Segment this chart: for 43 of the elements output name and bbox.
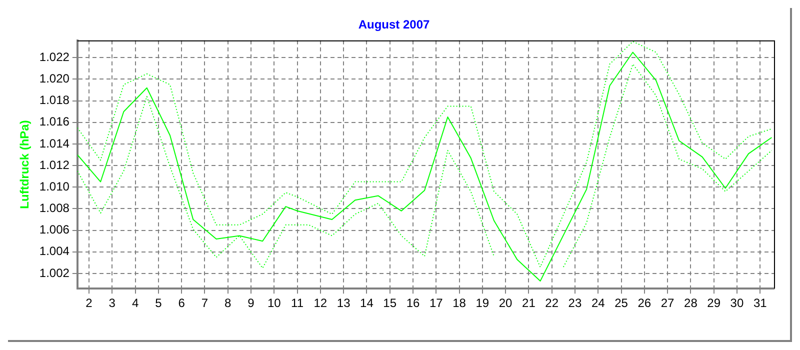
- x-tick-label: 8: [224, 296, 232, 310]
- y-tick-label: 1.002: [39, 266, 70, 280]
- y-tick-label: 1.022: [39, 50, 70, 64]
- x-tick-label: 25: [614, 296, 628, 310]
- x-tick-label: 31: [753, 296, 768, 310]
- x-tick-label: 12: [314, 296, 328, 310]
- x-tick-label: 30: [730, 296, 744, 310]
- x-tick-label: 18: [452, 296, 466, 310]
- x-tick-label: 20: [498, 296, 513, 310]
- x-tick-label: 9: [248, 296, 255, 310]
- x-tick-label: 3: [108, 296, 116, 310]
- x-tick-label: 19: [476, 296, 490, 310]
- x-tick-label: 16: [406, 296, 420, 310]
- y-tick-label: 1.004: [39, 244, 70, 258]
- x-tick-label: 4: [132, 296, 139, 310]
- x-tick-label: 6: [178, 296, 186, 310]
- x-tick-label: 10: [267, 296, 282, 310]
- y-tick-label: 1.008: [39, 201, 70, 216]
- y-tick-label: 1.006: [39, 222, 70, 237]
- y-tick-label: 1.012: [39, 158, 70, 172]
- x-tick-label: 17: [429, 296, 444, 310]
- x-tick-label: 24: [591, 296, 606, 310]
- x-tick-label: 2: [86, 296, 93, 310]
- y-tick-label: 1.014: [39, 136, 70, 150]
- x-tick-label: 23: [568, 296, 582, 310]
- y-tick-label: 1.010: [39, 179, 70, 194]
- x-tick-label: 11: [291, 296, 304, 310]
- y-tick-label: 1.018: [39, 93, 70, 108]
- x-tick-label: 7: [201, 296, 208, 310]
- x-tick-label: 29: [707, 296, 721, 310]
- y-tick-label: 1.016: [39, 114, 70, 129]
- x-tick-label: 13: [336, 296, 351, 310]
- y-tick-label: 1.020: [39, 72, 70, 86]
- x-tick-label: 27: [660, 296, 675, 310]
- y-axis-title: Luftdruck (hPa): [18, 120, 32, 209]
- x-tick-label: 14: [360, 296, 374, 310]
- x-tick-label: 21: [522, 296, 536, 310]
- x-tick-label: 28: [684, 296, 698, 310]
- x-tick-label: 22: [545, 296, 559, 310]
- x-tick-label: 26: [638, 296, 652, 310]
- x-tick-label: 15: [383, 296, 397, 310]
- x-tick-label: 5: [155, 296, 162, 310]
- chart-title: August 2007: [358, 18, 430, 32]
